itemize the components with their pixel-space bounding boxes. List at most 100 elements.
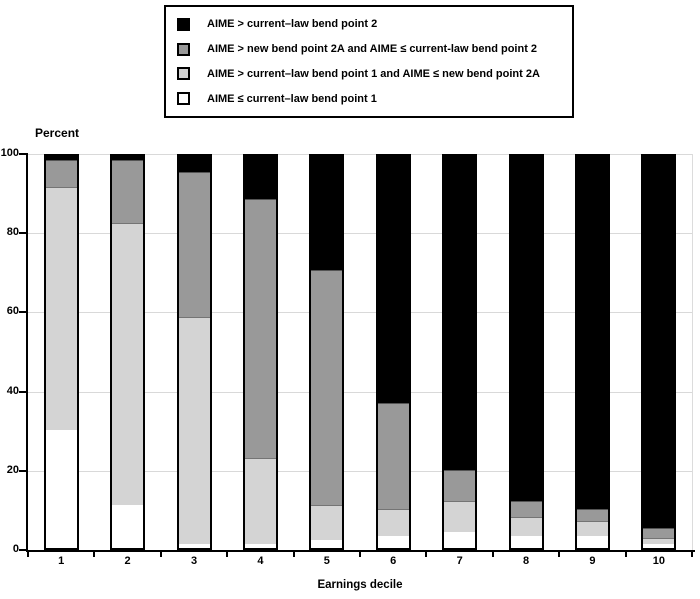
bar-segment: [45, 187, 77, 431]
x-axis-category-labels: 1 2 3 4 5 6 7 8 9 10: [28, 555, 692, 567]
y-tick-label-80: 80: [6, 226, 19, 239]
bar-segment: [311, 156, 343, 270]
y-tick-0: [19, 549, 26, 551]
legend-item: AIME ≤ current–law bend point 1: [166, 92, 572, 106]
gridline-40: [28, 391, 692, 393]
bar-segment: [112, 222, 144, 505]
legend-item-label: AIME > current–law bend point 1 and AIME…: [207, 67, 540, 80]
legend-white-swatch-icon: [177, 92, 190, 106]
x-axis-line: [26, 550, 695, 552]
bar-segment: [112, 156, 144, 160]
bar-segment: [45, 430, 77, 548]
y-tick-20: [19, 469, 26, 472]
bar-segment: [45, 159, 77, 188]
bar-decile-6: [375, 154, 411, 550]
bar-segment: [444, 500, 476, 533]
x-tick: [93, 552, 96, 557]
y-tick-label-60: 60: [6, 305, 19, 318]
bar-decile-7: [442, 154, 478, 550]
x-tick: [558, 552, 561, 557]
legend-item: AIME > current–law bend point 1 and AIME…: [166, 67, 572, 81]
gridline-60: [28, 312, 692, 314]
gridline-20: [28, 470, 692, 472]
x-category-label-5: 5: [323, 555, 330, 567]
bar-segment: [510, 500, 542, 517]
bar-segment: [377, 402, 409, 509]
y-tick-40: [19, 390, 26, 393]
legend-dark-gray-swatch-icon: [177, 42, 190, 56]
bar-segment: [244, 457, 276, 545]
legend-black-swatch-icon: [177, 17, 190, 31]
bar-segment: [377, 508, 409, 537]
bar-segment: [178, 171, 210, 317]
bar-segment: [643, 544, 675, 548]
bar-segment: [643, 156, 675, 529]
x-tick: [691, 552, 693, 557]
bar-segment: [643, 538, 675, 545]
y-tick-80: [19, 232, 26, 235]
bar-segment: [576, 520, 608, 537]
y-tick-60: [19, 311, 26, 314]
legend-item-label: AIME > current–law bend point 2: [207, 18, 378, 31]
x-category-label-7: 7: [456, 555, 463, 567]
plot-area: [28, 154, 693, 550]
bar-segment: [510, 536, 542, 548]
bar-segment: [178, 156, 210, 172]
y-axis-line: [26, 153, 28, 552]
bar-decile-3: [176, 154, 212, 550]
y-axis-title: Percent: [35, 126, 80, 140]
bar-decile-4: [242, 154, 278, 550]
x-category-label-3: 3: [190, 555, 198, 567]
bar-segment: [311, 504, 343, 541]
legend-item-label: AIME ≤ current–law bend point 1: [207, 92, 377, 105]
bar-segment: [510, 516, 542, 537]
bar-segment: [377, 536, 409, 548]
y-tick-label-40: 40: [6, 384, 19, 397]
bar-segment: [45, 156, 77, 160]
x-category-label-2: 2: [124, 555, 131, 567]
x-category-label-9: 9: [589, 555, 596, 567]
x-category-label-10: 10: [652, 555, 665, 567]
chart-legend: AIME > current–law bend point 2 AIME > n…: [164, 5, 574, 118]
y-tick-100: [19, 153, 26, 155]
y-tick-label-100: 100: [0, 147, 19, 159]
x-category-label-4: 4: [257, 555, 264, 567]
bar-decile-5: [309, 154, 345, 550]
bar-segment: [444, 469, 476, 501]
bar-segment: [576, 156, 608, 509]
bar-segment: [244, 156, 276, 200]
bar-segment: [311, 540, 343, 548]
x-tick: [159, 552, 162, 557]
legend-item: AIME > new bend point 2A and AIME ≤ curr…: [166, 42, 572, 56]
bar-decile-10: [641, 154, 677, 550]
y-tick-label-0: 0: [12, 543, 19, 555]
bar-segment: [311, 269, 343, 505]
bar-segment: [576, 508, 608, 521]
legend-item-label: AIME > new bend point 2A and AIME ≤ curr…: [207, 43, 538, 56]
bar-segment: [444, 532, 476, 548]
x-tick: [425, 552, 428, 557]
x-tick: [624, 552, 627, 557]
legend-light-gray-swatch-icon: [177, 67, 190, 81]
bar-segment: [377, 156, 409, 403]
bar-segment: [576, 536, 608, 548]
legend-item: AIME > current–law bend point 2: [166, 17, 572, 31]
bar-decile-8: [508, 154, 544, 550]
gridline-100: [28, 154, 692, 155]
bar-segment: [112, 159, 144, 223]
x-axis-title: Earnings decile: [317, 579, 403, 591]
bar-segment: [178, 544, 210, 548]
x-tick: [359, 552, 361, 557]
bar-segment: [643, 528, 675, 539]
x-category-label-6: 6: [390, 555, 397, 567]
bar-segment: [444, 156, 476, 470]
x-tick: [27, 552, 29, 557]
x-tick: [292, 552, 295, 557]
y-tick-label-20: 20: [6, 463, 19, 476]
gridline-80: [28, 233, 692, 235]
bar-segment: [178, 316, 210, 545]
x-tick: [491, 552, 494, 557]
bar-segment: [244, 544, 276, 548]
bar-decile-9: [574, 154, 610, 550]
